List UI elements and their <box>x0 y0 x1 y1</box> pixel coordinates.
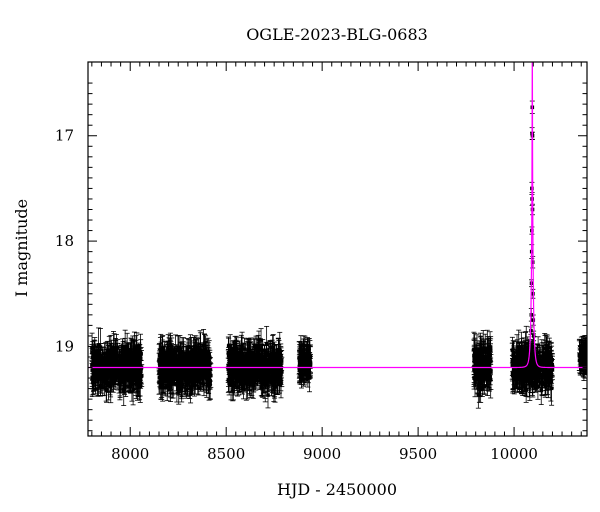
y-tick-label: 19 <box>55 337 74 355</box>
x-tick-label: 10000 <box>490 445 538 463</box>
x-tick-label: 9500 <box>399 445 437 463</box>
y-tick-label: 18 <box>55 232 74 250</box>
y-tick-label: 17 <box>55 127 74 145</box>
x-tick-label: 8500 <box>207 445 245 463</box>
x-axis-label: HJD - 2450000 <box>277 480 397 499</box>
plot-area <box>88 46 589 436</box>
x-axis: 8000 8500 9000 9500 10000 <box>92 62 581 463</box>
data-points <box>88 46 589 409</box>
x-tick-label: 9000 <box>303 445 341 463</box>
x-tick-label: 8000 <box>111 445 149 463</box>
chart-title: OGLE-2023-BLG-0683 <box>246 25 428 44</box>
model-curve <box>88 46 587 368</box>
y-axis-label: I magnitude <box>12 199 31 297</box>
